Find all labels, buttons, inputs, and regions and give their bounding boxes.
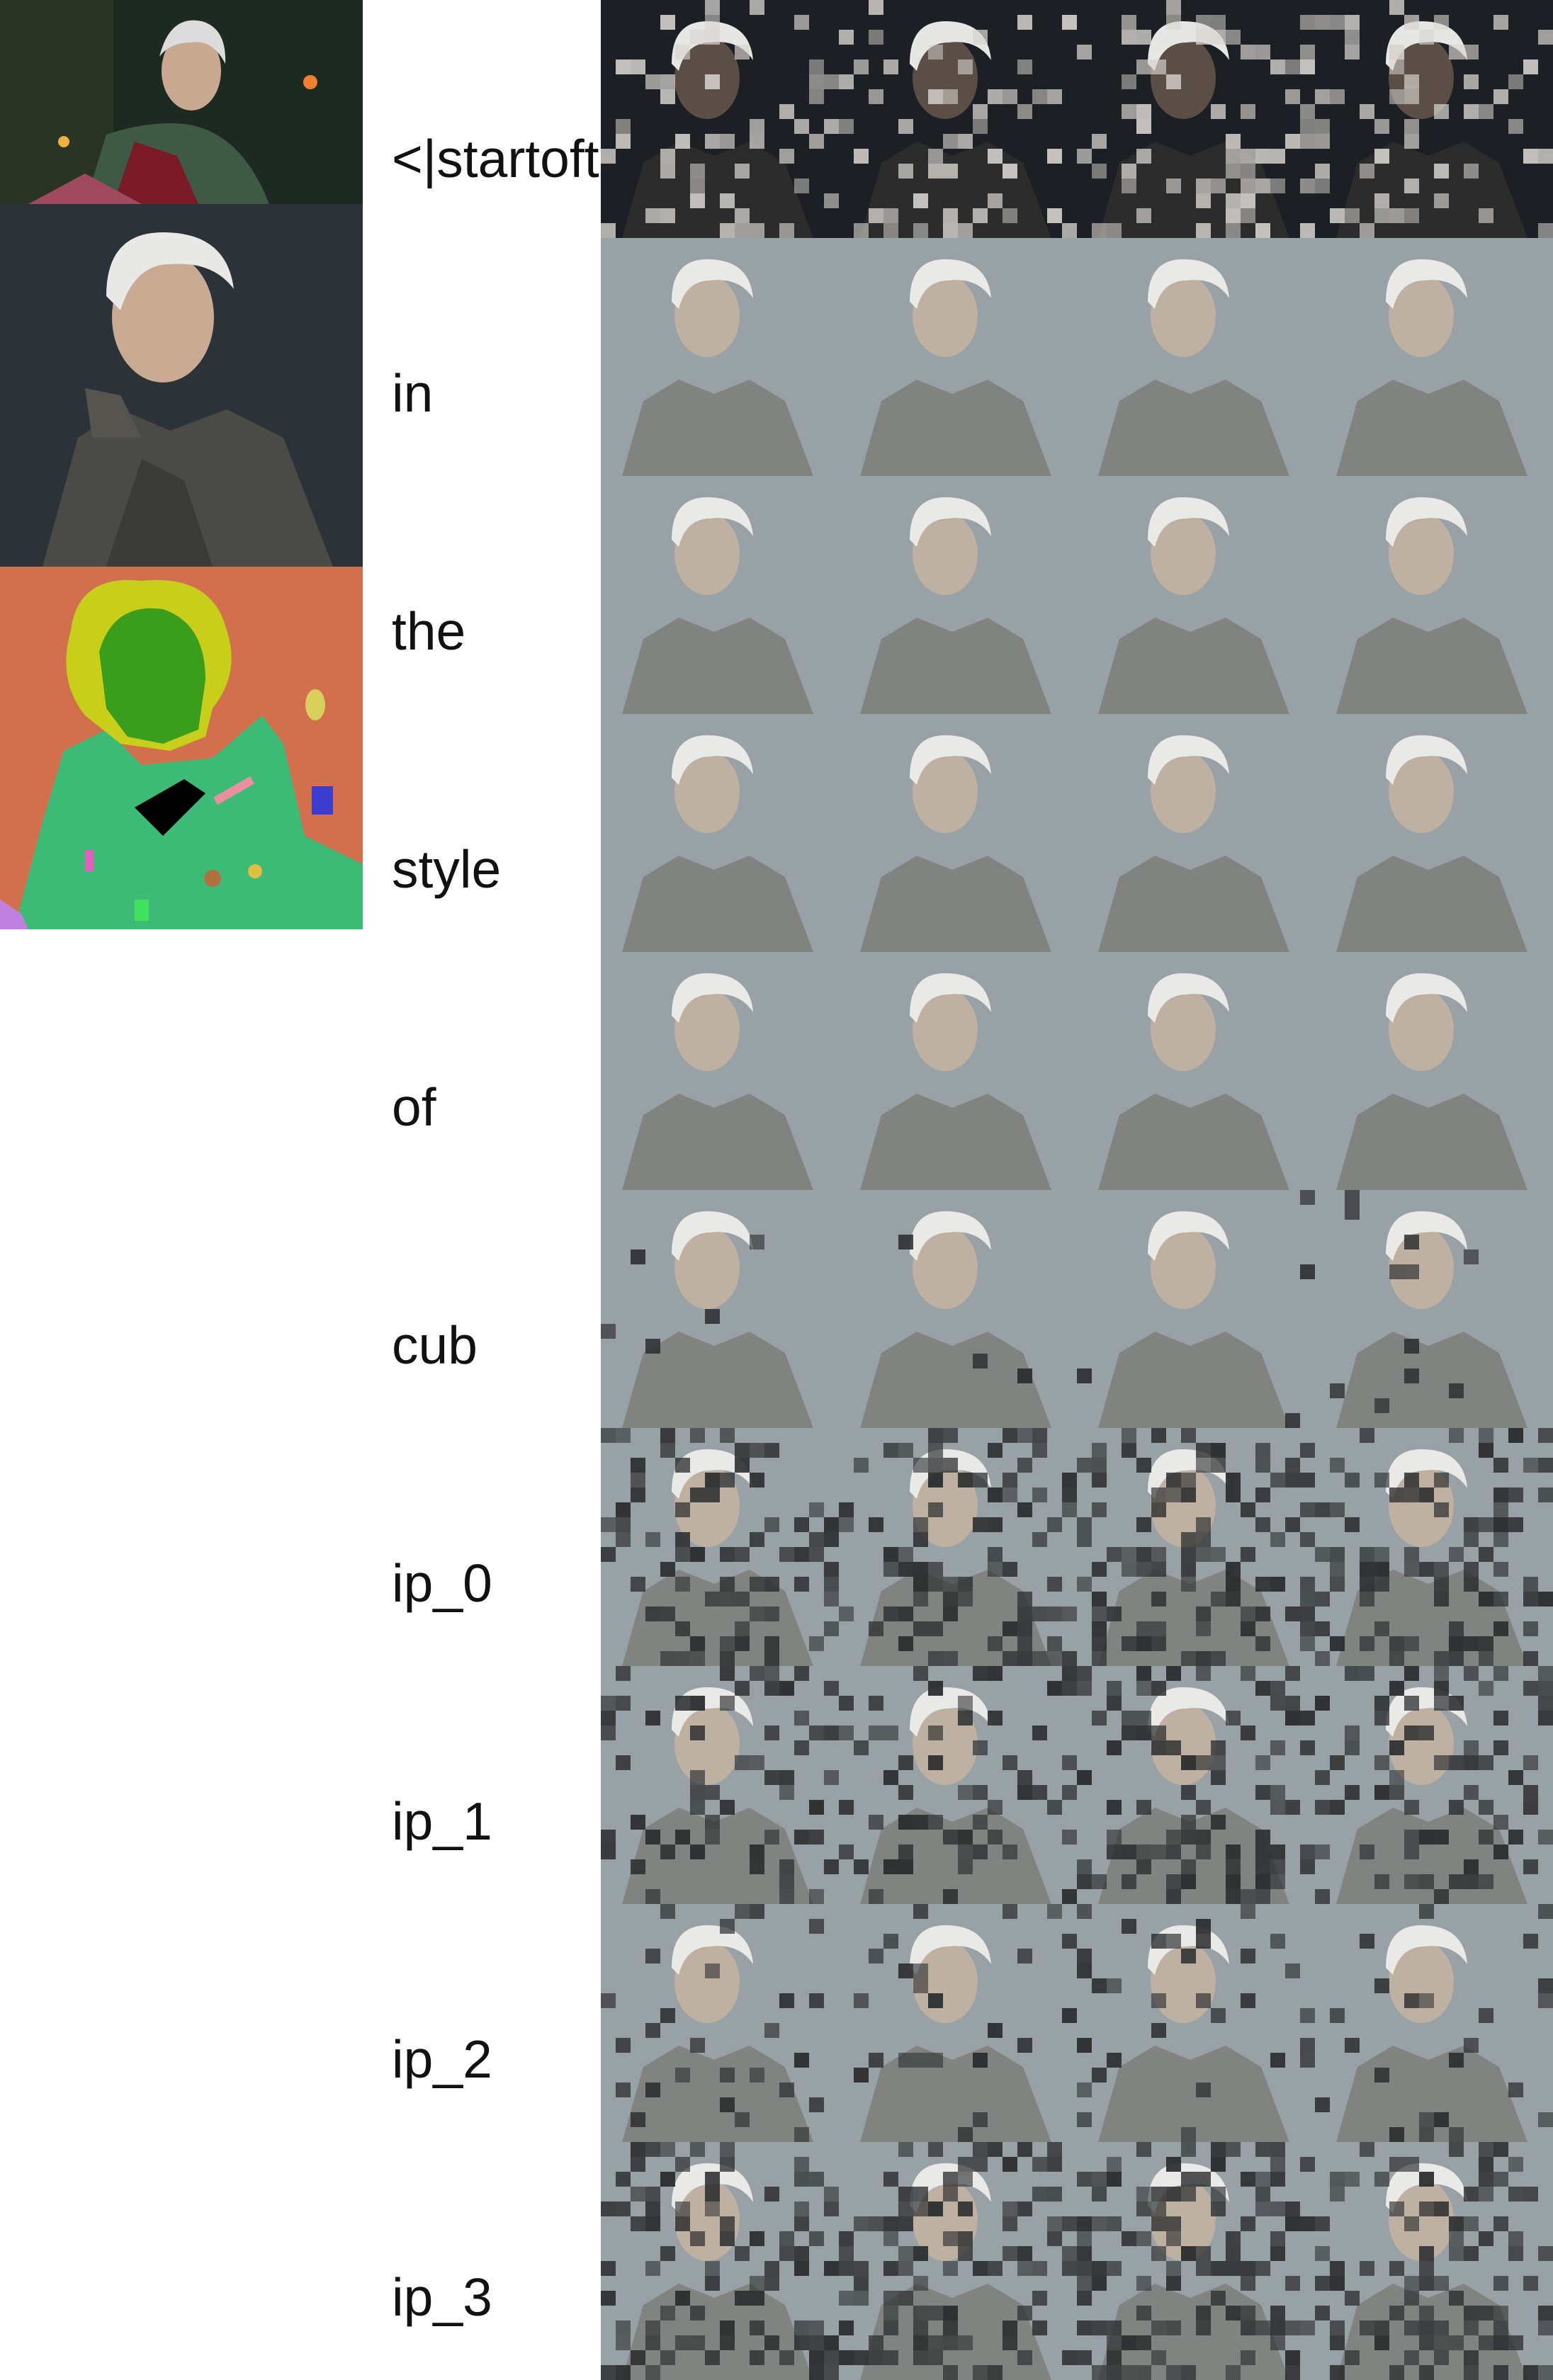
attention-map-thumbnail xyxy=(1315,714,1553,952)
attention-map-thumbnail xyxy=(1315,1190,1553,1428)
attention-map-thumbnail xyxy=(1077,1428,1315,1666)
attention-map-thumbnail xyxy=(1315,1666,1553,1904)
attention-map-grid xyxy=(601,0,1553,2380)
attention-map-thumbnail xyxy=(1077,1904,1315,2142)
attention-map-thumbnail xyxy=(839,952,1077,1190)
attention-row xyxy=(601,0,1553,238)
attention-row xyxy=(601,1666,1553,1904)
token-label-ip-2: ip_2 xyxy=(392,2029,492,2089)
attention-map-thumbnail xyxy=(1077,476,1315,714)
attention-row xyxy=(601,238,1553,476)
attention-map-thumbnail xyxy=(839,1190,1077,1428)
attention-map-thumbnail xyxy=(839,2142,1077,2380)
attention-map-thumbnail xyxy=(601,1190,839,1428)
attention-map-thumbnail xyxy=(1077,714,1315,952)
token-label-ip-3: ip_3 xyxy=(392,2267,492,2327)
attention-map-thumbnail xyxy=(601,2142,839,2380)
attention-map-thumbnail xyxy=(1077,1190,1315,1428)
attention-map-thumbnail xyxy=(601,952,839,1190)
attention-map-thumbnail xyxy=(1077,952,1315,1190)
attention-map-thumbnail xyxy=(839,1428,1077,1666)
token-label-ip-0: ip_0 xyxy=(392,1553,492,1613)
attention-map-thumbnail xyxy=(1077,2142,1315,2380)
attention-row xyxy=(601,714,1553,952)
scene-reference-image xyxy=(0,0,363,204)
attention-map-thumbnail xyxy=(839,1904,1077,2142)
attention-map-thumbnail xyxy=(1315,1904,1553,2142)
attention-map-thumbnail xyxy=(839,476,1077,714)
attention-map-thumbnail xyxy=(1077,1666,1315,1904)
attention-map-thumbnail xyxy=(839,238,1077,476)
attention-map-thumbnail xyxy=(601,1428,839,1666)
attention-map-thumbnail xyxy=(839,714,1077,952)
attention-row xyxy=(601,952,1553,1190)
token-label-in: in xyxy=(392,363,434,423)
attention-map-thumbnail xyxy=(601,476,839,714)
portrait-reference-image xyxy=(0,204,363,567)
attention-map-thumbnail xyxy=(601,238,839,476)
attention-map-thumbnail xyxy=(601,1666,839,1904)
attention-map-thumbnail xyxy=(601,0,839,238)
attention-row xyxy=(601,1428,1553,1666)
attention-row xyxy=(601,476,1553,714)
attention-map-thumbnail xyxy=(1315,238,1553,476)
token-label-style: style xyxy=(392,839,502,899)
attention-row xyxy=(601,1190,1553,1428)
attention-map-thumbnail xyxy=(1315,952,1553,1190)
token-label-the: the xyxy=(392,601,466,661)
attention-map-thumbnail xyxy=(1077,238,1315,476)
token-label-cub: cub xyxy=(392,1315,478,1375)
attention-map-thumbnail xyxy=(601,714,839,952)
attention-map-thumbnail xyxy=(1315,1428,1553,1666)
token-label-ip-1: ip_1 xyxy=(392,1791,492,1851)
token-label-of: of xyxy=(392,1077,436,1137)
attention-row xyxy=(601,1904,1553,2142)
attention-map-thumbnail xyxy=(1315,476,1553,714)
attention-map-thumbnail xyxy=(1315,2142,1553,2380)
attention-map-thumbnail xyxy=(1315,0,1553,238)
attention-map-thumbnail xyxy=(839,1666,1077,1904)
attention-row xyxy=(601,2142,1553,2380)
segmentation-reference-image xyxy=(0,567,363,929)
attention-map-thumbnail xyxy=(839,0,1077,238)
attention-map-thumbnail xyxy=(1077,0,1315,238)
attention-map-thumbnail xyxy=(601,1904,839,2142)
